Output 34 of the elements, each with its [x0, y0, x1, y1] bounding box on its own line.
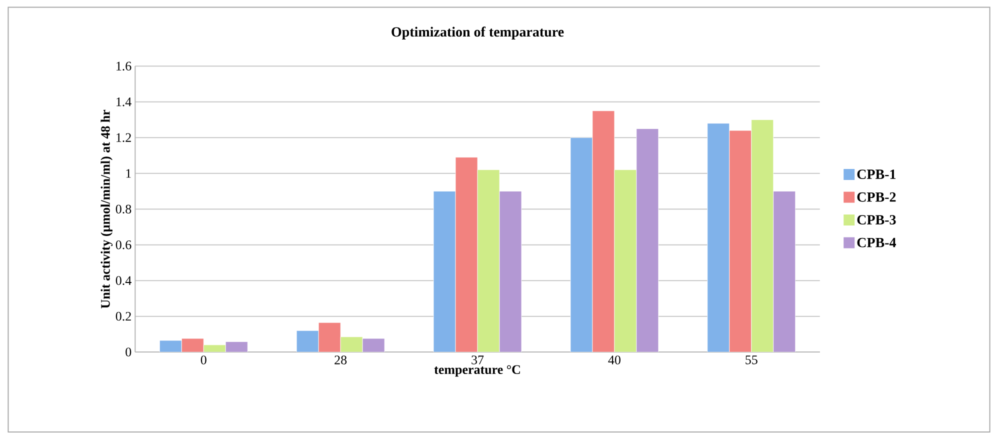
bar: [340, 336, 363, 352]
bar: [296, 330, 319, 352]
y-tick-label: 0.8: [116, 204, 132, 214]
legend-label: CPB-3: [857, 215, 896, 224]
x-tick-label: 28: [334, 355, 347, 364]
legend-label: CPB-4: [857, 238, 896, 248]
chart-title: Optimization of temparature: [392, 26, 564, 40]
bar: [570, 137, 593, 352]
bar: [751, 119, 774, 352]
y-tick-label: 0.4: [116, 276, 132, 285]
y-tick-label: 1.4: [116, 97, 132, 106]
x-axis-title: temperature °C: [434, 365, 520, 377]
x-tick-label: 40: [608, 355, 620, 364]
bar: [318, 322, 341, 352]
bar: [614, 169, 637, 352]
legend-label: CPB-1: [857, 169, 896, 179]
x-tick-label: 55: [746, 355, 758, 364]
y-tick-label: 0: [126, 348, 132, 356]
y-tick-label: 0.6: [116, 240, 132, 250]
bar: [182, 338, 204, 352]
bar: [707, 123, 730, 352]
y-tick-label: 0.2: [116, 312, 131, 321]
y-axis-title: Unit activity (µmol/min/ml) at 48 hr: [100, 110, 113, 308]
bar: [455, 156, 478, 352]
legend-label: CPB-2: [857, 192, 896, 202]
bar: [729, 130, 752, 352]
y-tick-label: 1: [126, 168, 131, 178]
bar: [592, 110, 615, 352]
x-tick-label: 0: [200, 355, 206, 364]
y-tick-label: 1.6: [116, 62, 132, 70]
y-tick-label: 1.2: [116, 133, 131, 142]
x-tick-label: 37: [472, 355, 484, 364]
bar: [433, 190, 456, 352]
bar: [477, 169, 500, 352]
